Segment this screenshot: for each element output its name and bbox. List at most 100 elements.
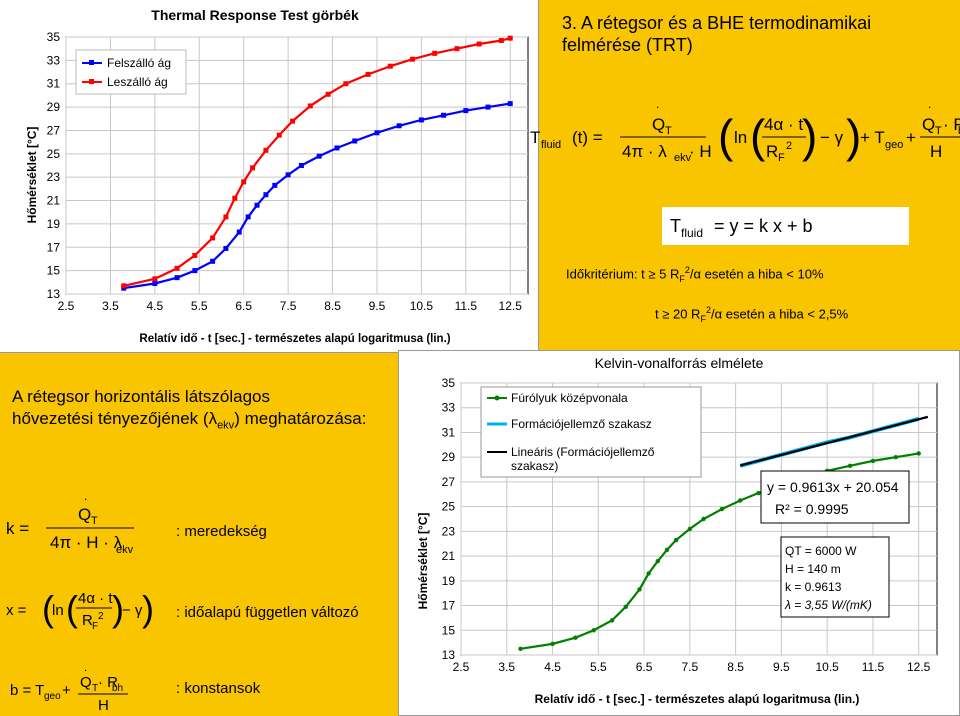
regression-r2: R² = 0.9995 [775, 501, 849, 517]
data-point [756, 490, 761, 496]
data-point [454, 46, 460, 52]
data-point [223, 214, 229, 220]
data-point [518, 646, 523, 652]
data-point [223, 245, 229, 251]
data-point [507, 101, 513, 107]
svg-text:(: ( [42, 588, 54, 629]
svg-text:4α · t: 4α · t [78, 590, 113, 607]
regression-box: y = 0.9613x + 20.054 R² = 0.9995 [760, 470, 910, 524]
data-point [396, 123, 402, 129]
x-tick-label: 4.5 [544, 660, 561, 674]
svg-text:2: 2 [98, 611, 104, 622]
legend: Felszálló ág Leszálló ág [75, 49, 187, 95]
legend-falling: Leszálló ág [107, 75, 168, 89]
data-point [687, 526, 693, 532]
data-point [485, 104, 491, 110]
svg-text:T: T [665, 125, 672, 137]
data-point [325, 91, 331, 97]
slide-title: 3. A rétegsor és a BHE termodinamikai fe… [562, 12, 871, 56]
svg-text:· H: · H [689, 142, 712, 161]
svg-text:x =: x = [6, 602, 27, 619]
svg-text:ekv: ekv [116, 544, 134, 556]
trt-curves-plot: Thermal Response Test görbék Hőmérséklet… [25, 7, 529, 345]
data-point [192, 252, 198, 258]
data-point [646, 571, 651, 576]
y-tick-label: 19 [442, 574, 456, 588]
kelvin-line-source-chart: Kelvin-vonalforrás elmélete Hőmérséklet … [398, 350, 960, 716]
svg-text:· R: · R [943, 115, 960, 134]
svg-text:4π · λ: 4π · λ [622, 142, 667, 161]
data-point [637, 587, 642, 592]
svg-text:.: . [84, 490, 87, 503]
y-tick-label: 21 [442, 549, 456, 563]
legend-linear: Lineáris (Formációjellemző [511, 445, 655, 459]
data-point [245, 214, 251, 220]
legend-formation: Formációjellemző szakasz [511, 417, 652, 431]
svg-text:fluid: fluid [541, 139, 561, 151]
svg-text:2: 2 [786, 140, 792, 152]
svg-text:R: R [766, 142, 778, 161]
data-point [272, 182, 278, 188]
y-tick-label: 33 [47, 53, 61, 67]
data-point [655, 558, 661, 564]
x-tick-label: 9.5 [369, 299, 386, 313]
svg-text:T: T [92, 683, 98, 694]
y-tick-label: 27 [442, 475, 456, 489]
svg-text:k =: k = [6, 519, 29, 538]
linear-form-box: T fluid = y = k x + b [662, 207, 909, 245]
data-point [152, 276, 158, 282]
data-point [250, 165, 256, 171]
data-point [463, 108, 469, 114]
svg-text:): ) [112, 588, 124, 629]
svg-text:4π · H · λ: 4π · H · λ [50, 533, 123, 552]
svg-text:R: R [82, 612, 93, 629]
data-point [623, 604, 628, 609]
svg-text:(: ( [750, 110, 766, 162]
svg-text:geo: geo [44, 691, 61, 702]
x-tick-label: 3.5 [102, 299, 119, 313]
y-tick-label: 23 [442, 524, 456, 538]
x-tick-label: 4.5 [147, 299, 164, 313]
left-heading: A rétegsor horizontális látszólagos hőve… [12, 387, 367, 432]
data-point [152, 280, 158, 286]
data-point [263, 192, 269, 198]
svg-text:): ) [142, 588, 154, 629]
data-point [192, 268, 198, 274]
svg-text:− γ: − γ [820, 128, 844, 147]
svg-text:ln: ln [52, 602, 64, 619]
y-tick-label: 35 [47, 30, 61, 44]
svg-text:Q: Q [78, 505, 91, 524]
y-tick-label: 33 [442, 401, 456, 415]
param-h: H = 140 m [785, 562, 841, 576]
svg-text:fluid: fluid [681, 226, 703, 240]
data-point [591, 628, 596, 633]
data-point [343, 81, 349, 87]
chart-title: Kelvin-vonalforrás elmélete [594, 355, 764, 371]
svg-text:T: T [91, 515, 98, 527]
data-point [241, 179, 247, 185]
data-point [847, 463, 853, 469]
svg-text:= y = k x + b: = y = k x + b [714, 216, 813, 236]
x-tick-label: 8.5 [727, 660, 744, 674]
data-point [316, 153, 322, 159]
x-tick-label: 12.5 [499, 299, 523, 313]
y-axis-label: Hőmérséklet [°C] [25, 127, 39, 224]
data-point [870, 458, 876, 464]
svg-text:T: T [670, 216, 681, 236]
x-tick-label: 3.5 [498, 660, 515, 674]
y-tick-label: 27 [47, 123, 61, 137]
svg-text:bh: bh [958, 125, 960, 137]
param-k: k = 0.9613 [785, 580, 842, 594]
svg-text:ln: ln [734, 128, 747, 147]
parameters-box: QT = 6000 W H = 140 m k = 0.9613 λ = 3,5… [780, 536, 890, 618]
data-point [498, 38, 504, 44]
data-point [298, 163, 304, 168]
time-criterion-1: Időkritérium: t ≥ 5 RF2/α esetén a hiba … [566, 265, 824, 284]
x-axis-label: Relatív idő - t [sec.] - természetes ala… [139, 333, 450, 345]
svg-text:): ) [846, 110, 861, 162]
legend-borehole: Fúrólyuk középvonala [511, 391, 628, 405]
svg-text:+ T: + T [860, 128, 885, 147]
chart-title: Thermal Response Test görbék [151, 7, 359, 23]
x-axis-label: Relatív idő - t [sec.] - természetes ala… [535, 692, 860, 706]
